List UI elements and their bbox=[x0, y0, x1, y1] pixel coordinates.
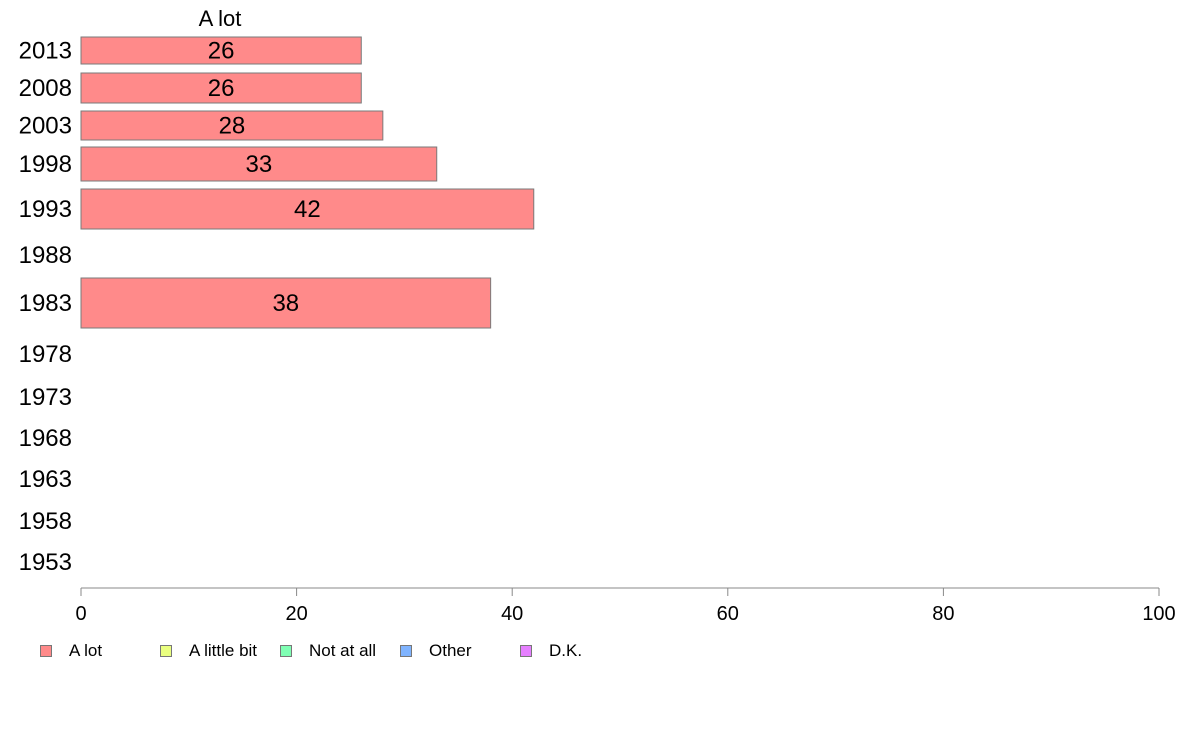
legend-item: A little bit bbox=[160, 641, 257, 661]
y-tick-label: 1988 bbox=[19, 242, 72, 269]
y-tick-label: 1958 bbox=[19, 508, 72, 535]
bar bbox=[80, 277, 492, 329]
legend-item: A lot bbox=[40, 641, 102, 661]
legend-item: D.K. bbox=[520, 641, 582, 661]
y-tick-label: 1983 bbox=[19, 290, 72, 317]
y-tick-label: 2003 bbox=[19, 113, 72, 140]
legend-swatch bbox=[160, 645, 172, 657]
data-label: 26 bbox=[208, 75, 235, 102]
legend-item: Other bbox=[400, 641, 472, 661]
data-label: 33 bbox=[246, 151, 273, 178]
legend-swatch bbox=[400, 645, 412, 657]
data-label: 42 bbox=[294, 196, 321, 223]
legend-label: D.K. bbox=[549, 641, 583, 660]
y-tick-label: 1973 bbox=[19, 384, 72, 411]
y-tick-label: 1993 bbox=[19, 196, 72, 223]
bar bbox=[80, 146, 438, 182]
y-tick-label: 1998 bbox=[19, 151, 72, 178]
y-tick-label: 1978 bbox=[19, 341, 72, 368]
bar bbox=[80, 110, 384, 141]
data-label: 38 bbox=[272, 290, 299, 317]
y-tick-label: 1953 bbox=[19, 549, 72, 576]
series-header: A lot bbox=[199, 6, 242, 31]
bar bbox=[80, 36, 362, 65]
legend-swatch bbox=[280, 645, 292, 657]
y-tick-label: 1968 bbox=[19, 425, 72, 452]
y-tick-label: 2008 bbox=[19, 75, 72, 102]
legend-label: Not at all bbox=[309, 641, 377, 660]
y-tick-label: 1963 bbox=[19, 466, 72, 493]
data-label: 26 bbox=[208, 38, 235, 65]
legend-swatch bbox=[520, 645, 532, 657]
x-tick-label: 40 bbox=[501, 603, 523, 625]
data-label: 28 bbox=[219, 113, 246, 140]
x-tick-label: 60 bbox=[717, 603, 739, 625]
legend-item: Not at all bbox=[280, 641, 376, 661]
legend-label: A little bit bbox=[189, 641, 258, 660]
bar bbox=[80, 188, 535, 230]
bar-chart: A lot 2013 26 2008 26 2003 28 1998 33 1993 42 1988… bbox=[19, 6, 1176, 625]
x-tick-label: 80 bbox=[932, 603, 954, 625]
legend-label: Other bbox=[429, 641, 472, 660]
x-tick-label: 0 bbox=[75, 603, 86, 625]
legend-swatch bbox=[40, 645, 52, 657]
y-tick-label: 2013 bbox=[19, 38, 72, 65]
x-tick-label: 100 bbox=[1142, 603, 1175, 625]
x-tick-label: 20 bbox=[285, 603, 307, 625]
legend-label: A lot bbox=[69, 641, 103, 660]
bar bbox=[80, 72, 362, 104]
